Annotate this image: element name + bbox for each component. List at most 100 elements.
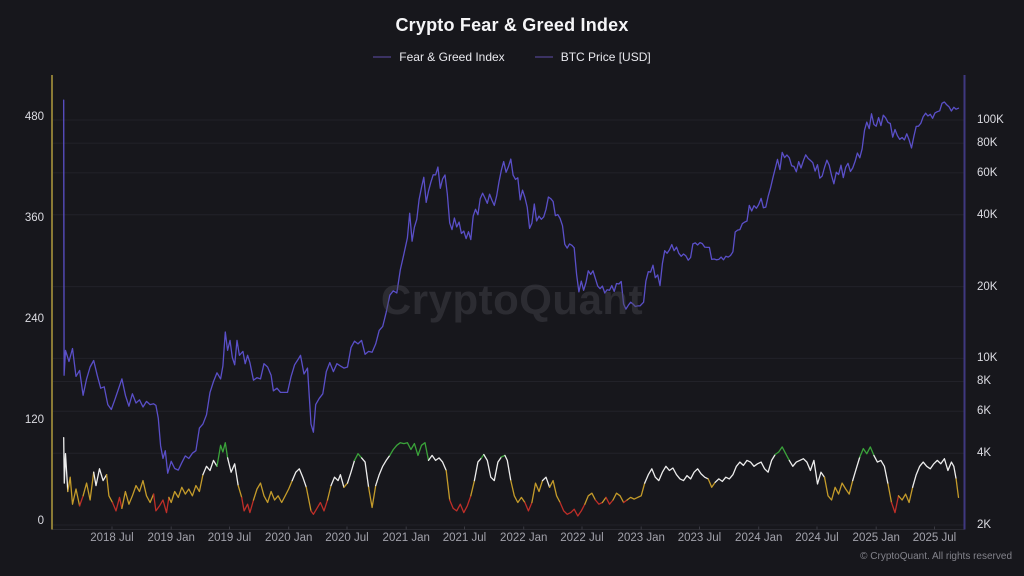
fear-greed-line-segment — [911, 458, 957, 488]
fear-greed-line-segment — [859, 446, 875, 458]
fear-greed-line-segment — [202, 459, 218, 476]
y-left-tick-label: 0 — [37, 515, 44, 527]
y-left-tick-label: 360 — [24, 212, 44, 224]
y-left-tick-label: 480 — [24, 111, 44, 123]
line-swatch-icon — [373, 56, 392, 58]
chart-legend: Fear & Greed Index BTC Price [USD] — [0, 50, 1024, 64]
x-tick-label: 2025 Jan — [852, 532, 900, 544]
fear-greed-line-segment — [375, 454, 391, 487]
legend-item-fear-greed-index[interactable]: Fear & Greed Index — [373, 50, 505, 64]
line-swatch-icon — [534, 56, 553, 58]
copyright-footer: © CryptoQuant. All rights reserved — [860, 551, 1012, 562]
fear-greed-line-segment — [605, 496, 614, 505]
y-right-tick-label: 4K — [977, 447, 992, 460]
chart-title: Crypto Fear & Greed Index — [395, 15, 629, 35]
fear-greed-line-segment — [241, 496, 255, 514]
y-right-tick-label: 10K — [977, 352, 998, 365]
fear-greed-line-segment — [644, 465, 709, 484]
fear-greed-line-segment — [353, 453, 363, 462]
fear-greed-line-segment — [887, 483, 893, 504]
fear-greed-line-segment — [541, 476, 551, 488]
fear-greed-line-segment — [152, 493, 170, 514]
legend-label: Fear & Greed Index — [399, 50, 505, 64]
fear-greed-line-segment — [955, 478, 960, 499]
x-tick-label: 2019 Jul — [207, 532, 252, 544]
fear-greed-line-segment — [774, 446, 790, 462]
fear-greed-line-segment — [168, 474, 204, 504]
fear-greed-line-segment — [67, 476, 81, 507]
fear-greed-line-segment — [707, 478, 716, 488]
fear-greed-line-segment — [389, 442, 430, 462]
fear-greed-line-segment — [93, 468, 108, 487]
fear-greed-line-segment — [330, 474, 345, 488]
x-tick-label: 2020 Jul — [325, 532, 369, 544]
fear-greed-line-segment — [714, 453, 776, 483]
fear-greed-line-segment — [343, 482, 349, 488]
y-right-tick-label: 20K — [977, 280, 998, 293]
fear-greed-line-segment — [78, 495, 84, 507]
fear-greed-line-segment — [305, 486, 312, 512]
fear-greed-line-segment — [346, 459, 356, 484]
x-tick-label: 2021 Jan — [382, 532, 430, 544]
fear-greed-line-segment — [252, 479, 293, 504]
x-tick-label: 2020 Jan — [265, 532, 313, 544]
fear-greed-line-segment — [524, 501, 533, 512]
fear-greed-line-segment — [594, 499, 604, 505]
y-left-tick-label: 240 — [24, 313, 44, 325]
fear-greed-line-segment — [449, 495, 472, 514]
fear-greed-line-segment — [360, 457, 370, 488]
fear-greed-line-segment — [427, 454, 447, 472]
fear-greed-line-segment — [531, 479, 544, 504]
fear-greed-line-segment — [82, 471, 95, 501]
x-tick-label: 2019 Jan — [147, 532, 195, 544]
y-right-tick-label: 2K — [977, 519, 992, 531]
fear-greed-line-segment — [852, 456, 861, 482]
fear-greed-line-segment — [291, 468, 307, 488]
legend-item-btc-price[interactable]: BTC Price [USD] — [534, 50, 651, 64]
x-tick-label: 2024 Jul — [795, 532, 839, 544]
x-tick-label: 2025 Jul — [912, 532, 957, 544]
fear-greed-line-segment — [897, 486, 914, 504]
fear-greed-line-segment — [121, 479, 155, 510]
fear-greed-line-segment — [601, 496, 607, 504]
fear-greed-line-segment — [367, 484, 377, 509]
fear-greed-line-segment — [310, 499, 329, 515]
x-tick-label: 2023 Jan — [617, 532, 665, 544]
fear-greed-line-segment — [226, 457, 239, 487]
fear-greed-line-segment — [216, 442, 229, 467]
y-left-tick-label: 120 — [24, 414, 44, 426]
fear-greed-line-segment — [504, 454, 512, 482]
y-right-tick-label: 40K — [977, 208, 998, 221]
fear-greed-line-segment — [626, 482, 646, 501]
x-tick-label: 2018 Jul — [90, 532, 134, 544]
fear-greed-line-segment — [470, 479, 476, 497]
legend-label: BTC Price [USD] — [560, 50, 651, 64]
fear-greed-line-segment — [105, 474, 114, 504]
y-right-tick-label: 100K — [977, 113, 1004, 126]
fear-greed-line-segment — [111, 496, 123, 512]
fear-greed-line-segment — [788, 458, 826, 485]
x-tick-label: 2022 Jul — [560, 532, 604, 544]
fear-greed-line-segment — [622, 499, 628, 504]
fear-greed-line-segment — [326, 484, 332, 501]
fear-greed-line-segment — [548, 479, 561, 504]
fear-greed-line-segment — [63, 437, 69, 493]
x-tick-label: 2023 Jul — [677, 532, 722, 544]
fear-greed-line-segment — [873, 454, 889, 485]
y-right-tick-label: 80K — [977, 137, 998, 150]
fear-greed-line-segment — [483, 453, 503, 482]
fear-greed-line-segment — [559, 501, 586, 517]
x-tick-label: 2021 Jul — [442, 532, 487, 544]
fear-greed-line-segment — [510, 479, 526, 504]
cryptoquant-watermark: CryptoQuant — [380, 276, 644, 323]
fear-greed-line-segment — [612, 492, 625, 504]
x-tick-label: 2024 Jan — [735, 532, 783, 544]
fear-greed-line-segment — [584, 492, 597, 505]
y-right-tick-label: 6K — [977, 405, 992, 418]
y-right-tick-label: 60K — [977, 166, 998, 179]
btc-price-line — [63, 99, 960, 474]
fear-greed-line-segment — [823, 476, 854, 501]
fear-greed-line-segment — [473, 457, 483, 482]
